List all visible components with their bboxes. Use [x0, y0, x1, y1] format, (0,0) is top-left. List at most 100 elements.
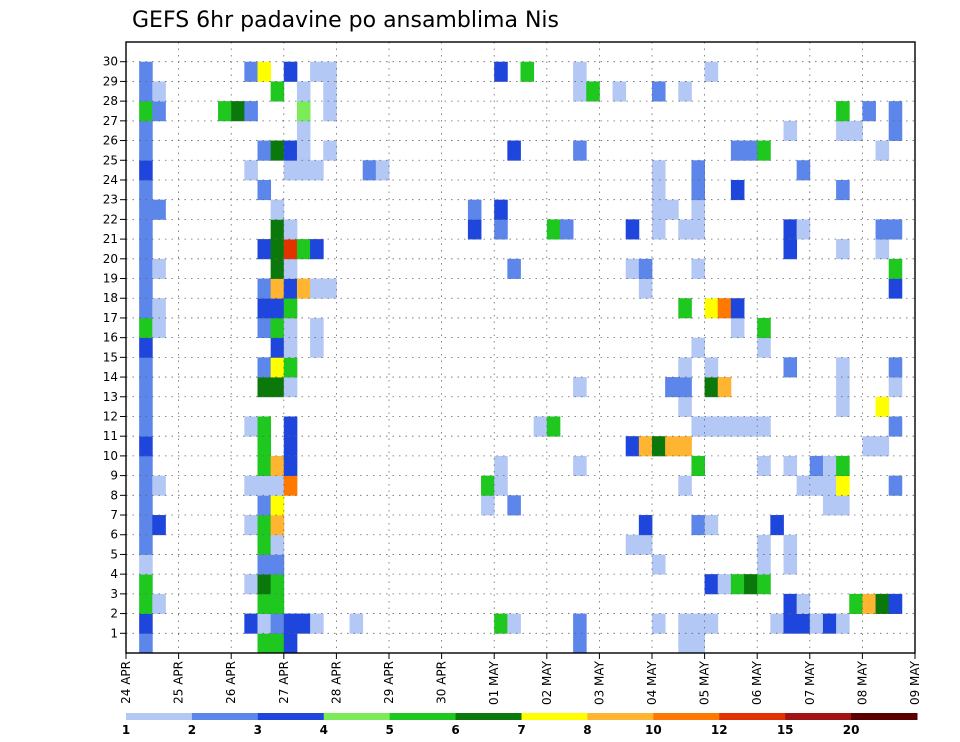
heatmap-cell	[310, 61, 324, 82]
heatmap-cell	[270, 357, 285, 378]
heatmap-cell	[875, 219, 890, 240]
heatmap-cell	[257, 179, 272, 201]
heatmap-cell	[270, 574, 285, 595]
heatmap-cell	[809, 455, 824, 477]
heatmap-cell	[612, 81, 627, 102]
heatmap-cell	[139, 81, 153, 102]
heatmap-cell	[822, 455, 837, 477]
heatmap-cell	[809, 475, 824, 496]
heatmap-cell	[310, 613, 324, 634]
heatmap-cell	[730, 140, 745, 161]
heatmap-cell	[283, 633, 298, 654]
y-tick-label: 10	[103, 449, 118, 463]
heatmap-cell	[283, 436, 298, 457]
heatmap-cell	[270, 239, 285, 260]
y-tick-label: 3	[110, 587, 118, 601]
heatmap-cell	[783, 239, 798, 260]
heatmap-cell	[704, 515, 719, 536]
x-tick-label: 29 APR	[382, 661, 396, 704]
heatmap-cell	[257, 416, 272, 437]
heatmap-cell	[139, 613, 153, 634]
heatmap-cell	[139, 377, 153, 398]
heatmap-cell	[257, 515, 272, 536]
heatmap-cell	[559, 219, 574, 240]
heatmap-cell	[875, 593, 890, 614]
heatmap-cell	[691, 515, 705, 536]
heatmap-cell	[270, 534, 285, 555]
heatmap-cell	[533, 416, 548, 437]
heatmap-cell	[349, 613, 364, 634]
heatmap-cell	[836, 495, 850, 516]
heatmap-cell	[467, 219, 482, 240]
heatmap-cell	[691, 160, 705, 181]
x-tick-label: 07 MAY	[803, 660, 817, 705]
heatmap-cell	[770, 613, 784, 634]
heatmap-cell	[836, 475, 850, 496]
heatmap-cell	[822, 613, 837, 634]
y-tick-label: 1	[110, 626, 118, 640]
heatmap-cell	[257, 278, 272, 299]
heatmap-cell	[757, 416, 771, 437]
colorbar-swatch	[785, 713, 852, 720]
heatmap-cell	[152, 101, 166, 122]
heatmap-cell	[796, 219, 811, 240]
y-tick-label: 12	[103, 409, 118, 423]
heatmap-cell	[638, 258, 653, 279]
heatmap-cell	[283, 160, 298, 181]
x-tick-label: 09 MAY	[908, 660, 922, 705]
heatmap-cell	[323, 140, 337, 161]
heatmap-cell	[139, 574, 153, 595]
heatmap-cell	[638, 515, 653, 536]
heatmap-cell	[152, 515, 166, 536]
y-tick-label: 22	[103, 212, 118, 226]
heatmap-cell	[481, 475, 495, 496]
heatmap-cell	[836, 455, 850, 477]
heatmap-cell	[822, 475, 837, 496]
heatmap-cell	[691, 416, 705, 437]
heatmap-cell	[362, 160, 377, 181]
heatmap-cell	[283, 278, 298, 299]
heatmap-cell	[638, 278, 653, 299]
heatmap-cell	[783, 613, 798, 634]
colorbar-label: 4	[320, 723, 328, 737]
x-tick-label: 26 APR	[224, 661, 238, 704]
heatmap-cell	[139, 258, 153, 279]
x-tick-label: 30 APR	[435, 661, 449, 704]
y-tick-label: 6	[110, 528, 118, 542]
heatmap-cell	[586, 81, 600, 102]
heatmap-cell	[836, 357, 850, 378]
heatmap-cell	[691, 613, 705, 634]
heatmap-cell	[296, 101, 311, 122]
heatmap-cell	[573, 377, 587, 398]
y-tick-label: 18	[103, 291, 118, 305]
heatmap-cell	[323, 61, 337, 82]
heatmap-cell	[310, 278, 324, 299]
heatmap-cell	[270, 337, 285, 358]
heatmap-cell	[139, 298, 153, 319]
y-tick-label: 24	[103, 173, 118, 187]
y-axis-ticks: 1234567891011121314151617181920212223242…	[103, 55, 126, 640]
heatmap-cell	[783, 554, 798, 575]
heatmap-cell	[875, 436, 890, 457]
heatmap-cell	[862, 436, 876, 457]
heatmap-cell	[704, 357, 719, 378]
heatmap-cell	[494, 455, 508, 477]
heatmap-cell	[836, 101, 850, 122]
heatmap-cell	[678, 298, 692, 319]
heatmap-cell	[770, 515, 784, 536]
heatmap-cell	[296, 613, 311, 634]
heatmap-cell	[494, 61, 508, 82]
plot-frame	[125, 41, 916, 654]
heatmap-cell	[704, 61, 719, 82]
heatmap-cell	[296, 81, 311, 102]
heatmap-cell	[507, 495, 521, 516]
heatmap-cell	[757, 574, 771, 595]
x-tick-label: 27 APR	[277, 661, 291, 704]
colorbar-label: 1	[122, 723, 130, 737]
heatmap-cell	[152, 593, 166, 614]
heatmap-cell	[139, 179, 153, 201]
heatmap-cell	[257, 455, 272, 477]
heatmap-cell	[546, 416, 561, 437]
heatmap-cell	[678, 436, 692, 457]
